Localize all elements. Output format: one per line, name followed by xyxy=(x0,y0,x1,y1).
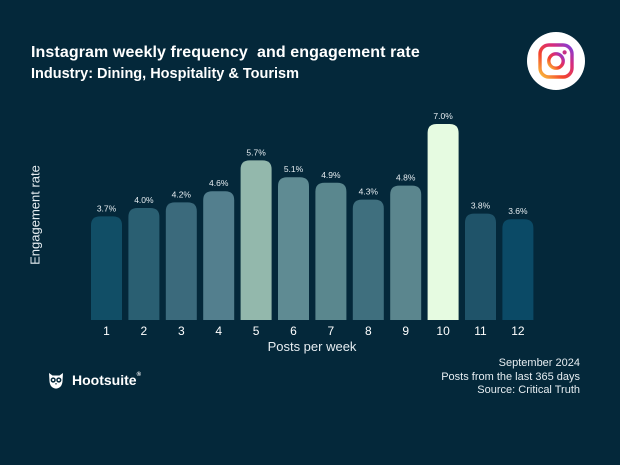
value-label-5: 5.7% xyxy=(246,147,266,157)
x-tick-11: 11 xyxy=(474,324,487,338)
x-tick-6: 6 xyxy=(290,324,297,338)
value-label-1: 3.7% xyxy=(97,203,117,213)
x-tick-4: 4 xyxy=(215,324,222,338)
bar-2 xyxy=(128,208,160,320)
bar-5 xyxy=(240,160,272,320)
value-label-4: 4.6% xyxy=(209,178,229,188)
instagram-logo xyxy=(527,32,585,90)
x-axis-label: Posts per week xyxy=(267,339,357,354)
bar-3 xyxy=(165,202,197,320)
x-tick-2: 2 xyxy=(141,324,148,338)
bar-11 xyxy=(465,213,496,320)
value-label-3: 4.2% xyxy=(172,189,192,199)
instagram-icon xyxy=(538,43,574,79)
x-tick-1: 1 xyxy=(103,324,110,338)
source-attribution: Source: Critical Truth xyxy=(477,384,580,396)
chart-title: Instagram weekly frequency and engagemen… xyxy=(31,44,420,61)
value-label-7: 4.9% xyxy=(321,170,341,180)
value-label-6: 5.1% xyxy=(284,164,304,174)
source-date: September 2024 xyxy=(498,357,580,369)
x-tick-8: 8 xyxy=(365,324,372,338)
bar-8 xyxy=(352,199,384,320)
bar-12 xyxy=(502,219,534,320)
bar-6 xyxy=(278,177,309,320)
source-note: September 2024 Posts from the last 365 d… xyxy=(441,357,580,398)
value-label-8: 4.3% xyxy=(359,187,379,197)
bar-4 xyxy=(203,191,235,320)
hootsuite-logo: Hootsuite® xyxy=(46,370,141,390)
brand-registered-mark: ® xyxy=(136,372,141,378)
value-label-11: 3.8% xyxy=(471,201,491,211)
x-tick-3: 3 xyxy=(178,324,185,338)
owl-icon xyxy=(49,373,63,389)
x-tick-10: 10 xyxy=(436,324,450,338)
brand-text: Hootsuite xyxy=(72,372,137,388)
chart-subtitle: Industry: Dining, Hospitality & Tourism xyxy=(31,66,299,82)
value-label-10: 7.0% xyxy=(433,111,453,121)
value-label-9: 4.8% xyxy=(396,173,416,183)
value-label-12: 3.6% xyxy=(508,206,528,216)
x-tick-9: 9 xyxy=(402,324,409,338)
bar-1 xyxy=(91,216,122,320)
bar-9 xyxy=(390,185,422,320)
x-tick-7: 7 xyxy=(328,324,335,338)
bar-10 xyxy=(427,124,459,320)
value-label-2: 4.0% xyxy=(134,195,154,205)
source-scope: Posts from the last 365 days xyxy=(441,370,580,383)
x-tick-5: 5 xyxy=(253,324,260,338)
bar-7 xyxy=(315,182,347,320)
x-tick-12: 12 xyxy=(511,324,525,338)
brand-name: Hootsuite® xyxy=(72,372,141,388)
y-axis-label: Engagement rate xyxy=(27,165,43,265)
